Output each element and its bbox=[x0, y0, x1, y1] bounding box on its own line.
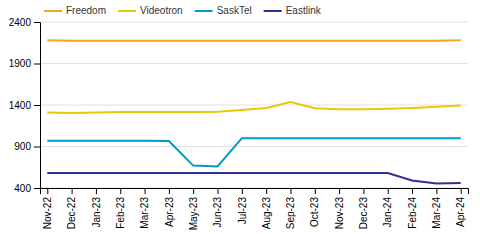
tick: Nov-23 bbox=[334, 188, 345, 229]
tick: Apr-23 bbox=[164, 188, 175, 227]
tick-label: Sep-23 bbox=[285, 197, 296, 230]
tick-label: 900 bbox=[14, 141, 31, 152]
tick-label: Aug-23 bbox=[261, 197, 272, 230]
tick-label: Jun-23 bbox=[212, 197, 223, 228]
tick-mark bbox=[193, 188, 194, 194]
tick: Jan-23 bbox=[91, 188, 102, 228]
plot: 400 900 1400 1900 2400 Nov-22 Dec-22 Jan-23 Feb-… bbox=[9, 17, 469, 231]
tick: 900 bbox=[14, 141, 40, 152]
tick-label: Jul-23 bbox=[237, 197, 248, 225]
chart: 400 900 1400 1900 2400 Nov-22 Dec-22 Jan-23 Feb-… bbox=[0, 0, 480, 234]
legend-swatch bbox=[195, 10, 213, 12]
tick: Mar-23 bbox=[139, 188, 150, 229]
tick-label: 1900 bbox=[9, 58, 32, 69]
tick: Dec-23 bbox=[358, 188, 369, 229]
tick: 400 bbox=[14, 183, 40, 194]
tick-label: 1400 bbox=[9, 100, 32, 111]
tick-mark bbox=[34, 22, 40, 23]
legend-label: Eastlink bbox=[286, 5, 322, 16]
tick-mark bbox=[461, 188, 462, 194]
tick-label: Jan-23 bbox=[91, 197, 102, 228]
legend-item: SaskTel bbox=[195, 5, 252, 16]
tick: 1400 bbox=[9, 100, 40, 111]
lines bbox=[47, 40, 460, 183]
tick: Mar-24 bbox=[431, 188, 442, 229]
tick-mark bbox=[436, 188, 437, 194]
tick-label: Nov-22 bbox=[42, 197, 53, 230]
tick-label: Dec-22 bbox=[66, 197, 77, 230]
axis-line bbox=[41, 189, 469, 195]
legend-item: Eastlink bbox=[264, 5, 322, 16]
tick-label: Mar-23 bbox=[139, 197, 150, 229]
tick: Sep-23 bbox=[285, 188, 296, 229]
series-line bbox=[47, 138, 460, 166]
tick-mark bbox=[290, 188, 291, 194]
tick-mark bbox=[72, 188, 73, 194]
tick: Feb-23 bbox=[115, 188, 126, 229]
legend-label: SaskTel bbox=[217, 5, 252, 16]
tick: May-23 bbox=[188, 188, 199, 230]
legend-item: Videotron bbox=[118, 5, 183, 16]
tick: Jun-23 bbox=[212, 188, 223, 228]
y-axis: 400 900 1400 1900 2400 bbox=[9, 17, 41, 194]
tick: Feb-24 bbox=[407, 188, 418, 229]
tick-mark bbox=[47, 188, 48, 194]
tick: 1900 bbox=[9, 58, 40, 69]
legend-swatch bbox=[118, 10, 136, 12]
tick-label: May-23 bbox=[188, 197, 199, 231]
x-axis: Nov-22 Dec-22 Jan-23 Feb-23 Mar-23 Apr-23 May-… bbox=[41, 188, 469, 230]
tick-label: Nov-23 bbox=[334, 197, 345, 230]
legend: Freedom Videotron SaskTel Eastlink bbox=[44, 5, 322, 16]
grid-line bbox=[40, 63, 468, 64]
series-line bbox=[47, 102, 460, 113]
tick-mark bbox=[120, 188, 121, 194]
tick-mark bbox=[145, 188, 146, 194]
tick-label: Feb-24 bbox=[407, 197, 418, 229]
tick: Jul-23 bbox=[237, 188, 248, 224]
tick-label: 2400 bbox=[9, 17, 32, 28]
tick-mark bbox=[388, 188, 389, 194]
tick-label: Mar-24 bbox=[431, 197, 442, 229]
tick: Aug-23 bbox=[261, 188, 272, 229]
tick-label: Jan-24 bbox=[382, 197, 393, 228]
tick-mark bbox=[339, 188, 340, 194]
tick-label: Feb-23 bbox=[115, 197, 126, 229]
tick-mark bbox=[218, 188, 219, 194]
tick-label: Apr-24 bbox=[455, 197, 466, 227]
tick: Oct-23 bbox=[309, 188, 320, 227]
legend-item: Freedom bbox=[44, 5, 106, 16]
tick-mark bbox=[242, 188, 243, 194]
tick-mark bbox=[315, 188, 316, 194]
tick-mark bbox=[266, 188, 267, 194]
tick-mark bbox=[363, 188, 364, 194]
tick: Apr-24 bbox=[455, 188, 466, 227]
tick-label: Oct-23 bbox=[309, 197, 320, 227]
tick-mark bbox=[34, 64, 40, 65]
tick-mark bbox=[96, 188, 97, 194]
tick-mark bbox=[169, 188, 170, 194]
tick-label: Dec-23 bbox=[358, 197, 369, 230]
series-line bbox=[47, 173, 460, 183]
series-line bbox=[47, 39, 460, 41]
tick: Nov-22 bbox=[42, 188, 53, 229]
grid bbox=[40, 22, 468, 188]
tick-mark bbox=[412, 188, 413, 194]
grid-line bbox=[40, 146, 468, 147]
legend-label: Freedom bbox=[66, 5, 106, 16]
tick: Jan-24 bbox=[382, 188, 393, 228]
tick-mark bbox=[34, 105, 40, 106]
legend-label: Videotron bbox=[140, 5, 183, 16]
legend-swatch bbox=[264, 10, 282, 12]
tick-label: Apr-23 bbox=[164, 197, 175, 227]
tick-label: 400 bbox=[14, 183, 31, 194]
axis-line bbox=[34, 23, 41, 189]
tick-mark bbox=[34, 147, 40, 148]
tick: Dec-22 bbox=[66, 188, 77, 229]
grid-line bbox=[40, 105, 468, 106]
legend-swatch bbox=[44, 10, 62, 12]
tick: 2400 bbox=[9, 17, 40, 28]
tick-mark bbox=[34, 188, 40, 189]
grid-line bbox=[40, 22, 468, 23]
